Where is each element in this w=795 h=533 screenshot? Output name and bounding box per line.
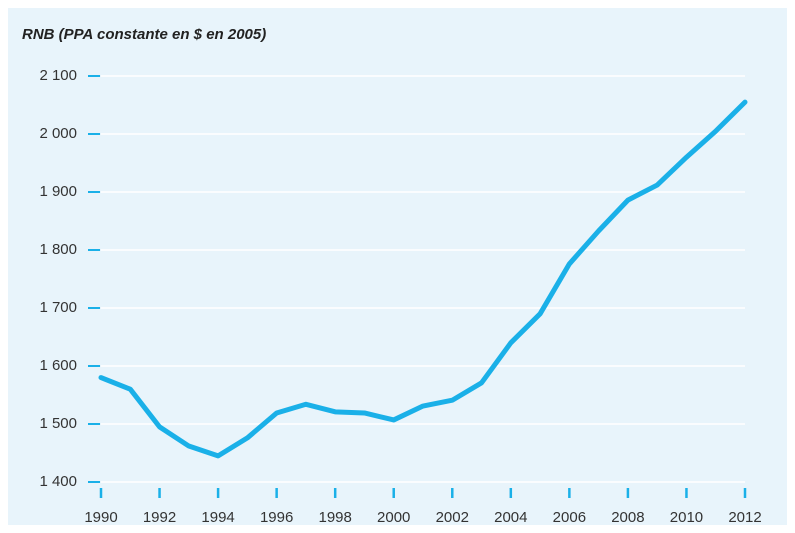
y-tick-label: 1 900 [39,183,77,200]
y-tick-label: 1 500 [39,415,77,432]
x-tick-label: 2006 [553,509,586,526]
x-tick-label: 2002 [436,509,469,526]
x-tick-label: 2012 [728,509,761,526]
y-tick-label: 1 800 [39,241,77,258]
x-tick-label: 2008 [611,509,644,526]
x-tick-label: 2004 [494,509,527,526]
y-tick-label: 1 600 [39,357,77,374]
line [98,99,748,459]
x-tick-label: 2000 [377,509,410,526]
chart-title: RNB (PPA constante en $ en 2005) [22,26,266,43]
x-tick-label: 1990 [84,509,117,526]
x-tick-label: 1994 [201,509,234,526]
x-tick-label: 1998 [318,509,351,526]
x-tick-label: 2010 [670,509,703,526]
x-tick-label: 1992 [143,509,176,526]
y-tick-label: 1 700 [39,299,77,316]
background [8,8,787,525]
x-tick-label: 1996 [260,509,293,526]
y-tick-label: 1 400 [39,473,77,490]
y-tick-label: 2 000 [39,125,77,142]
y-tick-label: 2 100 [39,67,77,84]
